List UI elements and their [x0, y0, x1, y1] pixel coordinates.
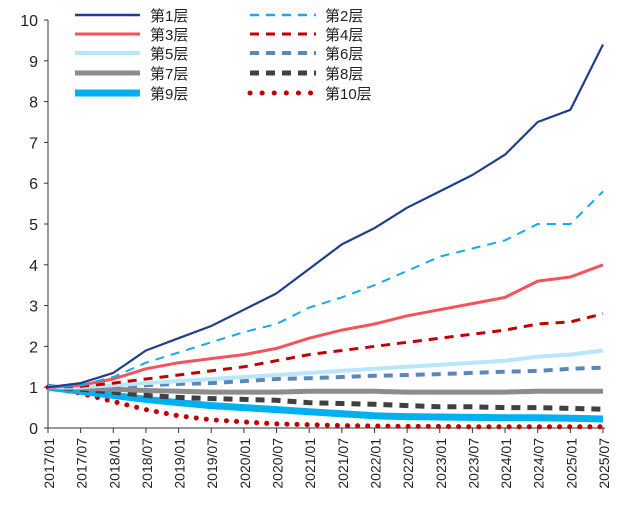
x-tick-label: 2022/07 [400, 438, 416, 489]
series-line-layer-8 [47, 384, 604, 412]
legend-label-layer-4: 第4层 [325, 26, 363, 44]
series-line-layer-3 [47, 263, 604, 389]
x-tick-label: 2025/07 [596, 438, 612, 489]
y-tick-label: 1 [29, 380, 38, 397]
series-line-layer-4 [47, 312, 604, 389]
y-tick-label: 10 [20, 13, 38, 30]
x-tick-label: 2017/01 [41, 438, 57, 489]
x-tick-label: 2017/07 [74, 438, 90, 489]
legend-label-layer-3: 第3层 [150, 26, 188, 44]
x-tick-label: 2022/01 [367, 438, 383, 489]
y-tick-label: 5 [29, 217, 38, 234]
series-line-layer-1 [47, 44, 604, 389]
y-tick-label: 0 [29, 421, 38, 438]
y-tick-label: 2 [29, 339, 38, 356]
series-line-layer-10 [45, 384, 606, 430]
legend-label-layer-2: 第2层 [325, 7, 363, 25]
y-tick-label: 3 [29, 299, 38, 316]
y-tick-label: 4 [29, 258, 38, 275]
x-tick-label: 2018/07 [139, 438, 155, 489]
legend-label-layer-9: 第9层 [150, 85, 188, 103]
legend-label-layer-8: 第8层 [325, 65, 363, 83]
y-tick-label: 6 [29, 176, 38, 193]
series-line-layer-9 [47, 383, 604, 423]
legend-label-layer-7: 第7层 [150, 65, 188, 83]
x-tick-label: 2020/01 [237, 438, 253, 489]
x-tick-label: 2023/07 [465, 438, 481, 489]
legend-label-layer-6: 第6层 [325, 45, 363, 63]
x-tick-label: 2018/01 [106, 438, 122, 489]
x-tick-label: 2024/01 [498, 438, 514, 489]
x-tick-label: 2020/07 [270, 438, 286, 489]
series-line-layer-5 [48, 348, 604, 390]
y-tick-label: 9 [29, 54, 38, 71]
y-tick-label: 8 [29, 95, 38, 112]
y-tick-label: 7 [29, 135, 38, 152]
x-tick-label: 2024/07 [531, 438, 547, 489]
series-line-layer-7 [47, 384, 603, 395]
series-line-layer-2 [47, 190, 604, 389]
legend-label-layer-1: 第1层 [150, 7, 188, 25]
x-tick-label: 2021/01 [302, 438, 318, 489]
legend-label-layer-5: 第5层 [150, 45, 188, 63]
x-tick-label: 2025/01 [563, 438, 579, 489]
x-tick-label: 2021/07 [335, 438, 351, 489]
x-tick-label: 2023/01 [433, 438, 449, 489]
x-tick-label: 2019/01 [172, 438, 188, 489]
legend-label-layer-10: 第10层 [325, 85, 372, 103]
series-line-layer-6 [48, 365, 604, 390]
x-tick-label: 2019/07 [204, 438, 220, 489]
